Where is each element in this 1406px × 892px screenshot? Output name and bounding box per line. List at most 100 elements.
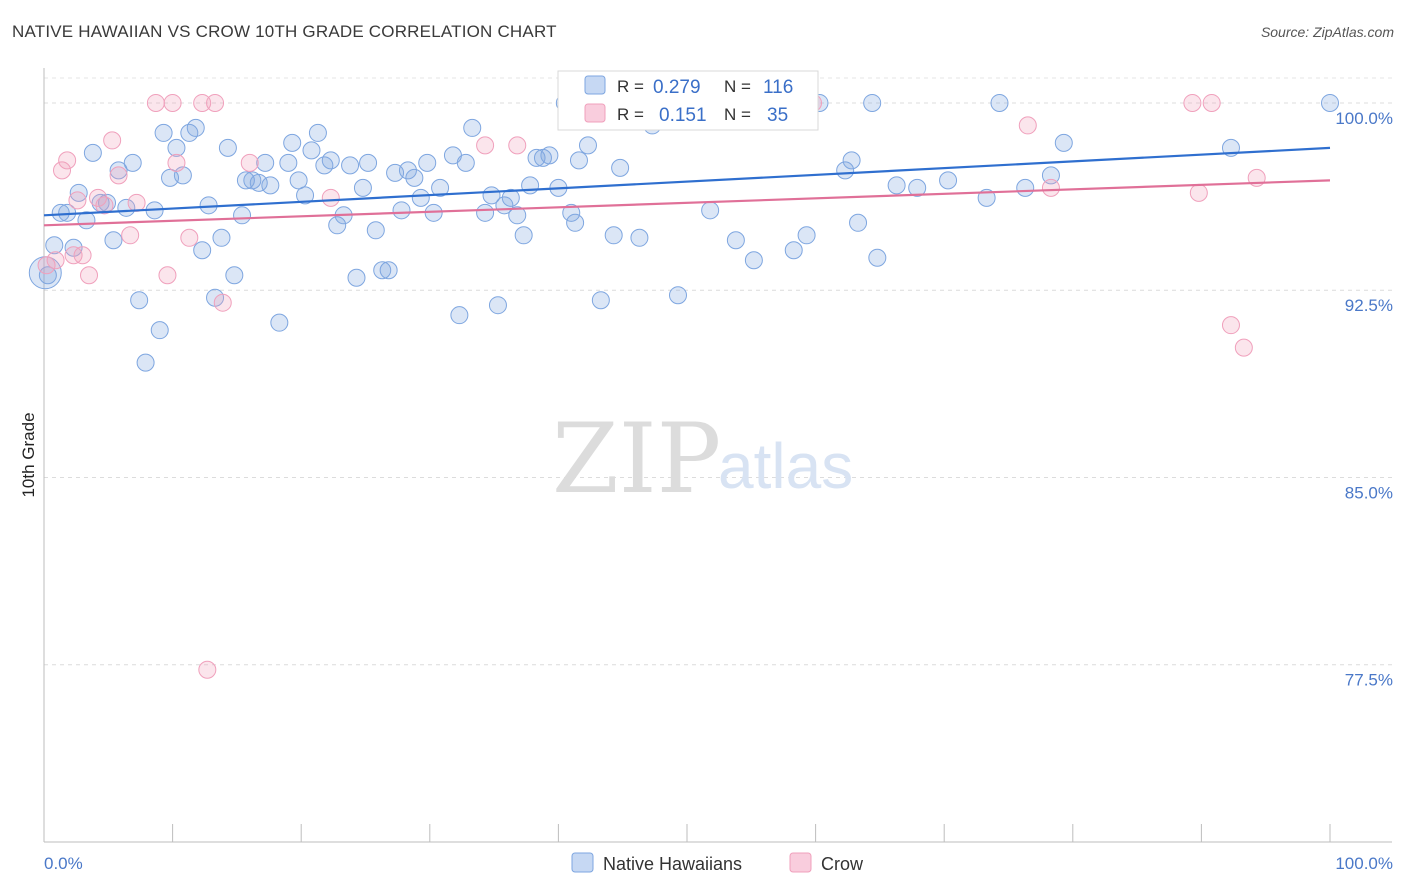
crow-r-value: 0.151 bbox=[659, 105, 707, 126]
crow-point-13 bbox=[127, 193, 146, 212]
y-tick-label-3: 77.5% bbox=[1345, 671, 1393, 690]
native-point-41 bbox=[302, 141, 321, 160]
native-n-value: 116 bbox=[763, 77, 793, 98]
native-point-65 bbox=[463, 118, 482, 137]
x-tick-label-0: 0.0% bbox=[44, 854, 83, 873]
native-point-84 bbox=[604, 226, 623, 245]
crow-point-4 bbox=[64, 246, 83, 265]
crow-point-5 bbox=[68, 191, 87, 210]
native-hawaiians-points bbox=[28, 93, 1339, 372]
native-point-98 bbox=[797, 226, 816, 245]
crow-point-37 bbox=[206, 93, 225, 112]
native-point-76 bbox=[540, 146, 559, 165]
native-point-44 bbox=[321, 151, 340, 170]
native-point-106 bbox=[908, 178, 927, 197]
watermark-zip: ZIP bbox=[552, 403, 721, 515]
native-point-91 bbox=[701, 201, 720, 220]
native-point-83 bbox=[591, 291, 610, 310]
native-n-label: N = bbox=[724, 77, 751, 96]
y-axis-label: 10th Grade bbox=[19, 412, 38, 497]
native-point-29 bbox=[225, 266, 244, 285]
crow-point-32 bbox=[1202, 93, 1221, 112]
stats-legend: R = 0.279 N = 116 R = 0.151 N = 35 bbox=[557, 70, 819, 131]
x-tick-label-1: 100.0% bbox=[1335, 854, 1393, 873]
native-point-11 bbox=[109, 161, 128, 180]
native-point-81 bbox=[569, 151, 588, 170]
native-point-37 bbox=[279, 153, 298, 172]
y-tick-label-0: 100.0% bbox=[1335, 109, 1393, 128]
native-point-45 bbox=[328, 216, 347, 235]
crow-points bbox=[37, 93, 1266, 679]
bottom-legend: Native Hawaiians Crow bbox=[571, 852, 864, 874]
native-swatch bbox=[584, 75, 606, 95]
trend-lines bbox=[43, 146, 1331, 227]
native-point-59 bbox=[418, 153, 437, 172]
crow-point-15 bbox=[158, 266, 177, 285]
crow-point-6 bbox=[73, 246, 92, 265]
crow-point-1 bbox=[46, 251, 65, 270]
native-point-2 bbox=[51, 203, 70, 222]
native-r-label: R = bbox=[617, 77, 644, 96]
crow-point-0 bbox=[37, 256, 56, 275]
crow-point-14 bbox=[146, 93, 165, 112]
crow-point-18 bbox=[180, 228, 199, 247]
native-point-33 bbox=[249, 173, 268, 192]
crow-point-19 bbox=[193, 93, 212, 112]
native-point-5 bbox=[69, 183, 88, 202]
native-point-20 bbox=[167, 138, 186, 157]
native-point-35 bbox=[261, 176, 280, 195]
native-point-13 bbox=[123, 153, 142, 172]
native-point-50 bbox=[359, 153, 378, 172]
native-r-value: 0.279 bbox=[653, 77, 701, 98]
crow-point-8 bbox=[89, 188, 108, 207]
legend-crow-swatch bbox=[789, 852, 812, 873]
native-point-105 bbox=[887, 176, 906, 195]
y-tick-label-2: 85.0% bbox=[1345, 483, 1393, 502]
native-point-109 bbox=[990, 93, 1009, 112]
native-point-102 bbox=[849, 213, 868, 232]
native-point-36 bbox=[270, 313, 289, 332]
crow-r-label: R = bbox=[617, 105, 644, 124]
native-point-97 bbox=[784, 241, 803, 260]
crow-point-12 bbox=[121, 226, 140, 245]
crow-point-10 bbox=[103, 131, 122, 150]
native-point-61 bbox=[431, 178, 450, 197]
crow-point-7 bbox=[80, 266, 99, 285]
native-point-51 bbox=[366, 221, 385, 240]
chart-title: NATIVE HAWAIIAN VS CROW 10TH GRADE CORRE… bbox=[12, 22, 557, 41]
native-point-79 bbox=[562, 203, 581, 222]
native-point-40 bbox=[296, 186, 315, 205]
native-point-28 bbox=[218, 138, 237, 157]
native-point-10 bbox=[104, 231, 123, 250]
native-point-48 bbox=[347, 268, 366, 287]
native-point-53 bbox=[379, 261, 398, 280]
crow-point-16 bbox=[163, 93, 182, 112]
native-point-55 bbox=[392, 201, 411, 220]
crow-point-21 bbox=[240, 153, 259, 172]
crow-point-23 bbox=[476, 136, 495, 155]
axes bbox=[43, 68, 1392, 843]
native-point-85 bbox=[611, 158, 630, 177]
native-point-93 bbox=[726, 231, 745, 250]
native-point-64 bbox=[456, 153, 475, 172]
native-point-72 bbox=[514, 226, 533, 245]
native-point-66 bbox=[476, 203, 495, 222]
native-point-63 bbox=[450, 306, 469, 325]
crow-point-22 bbox=[321, 188, 340, 207]
native-point-17 bbox=[150, 321, 169, 340]
crow-point-24 bbox=[508, 136, 527, 155]
native-point-80 bbox=[566, 213, 585, 232]
watermark-atlas: atlas bbox=[718, 430, 853, 502]
native-point-71 bbox=[508, 206, 527, 225]
crow-trend-line bbox=[43, 179, 1331, 227]
native-point-34 bbox=[256, 153, 275, 172]
native-point-24 bbox=[193, 241, 212, 260]
native-point-107 bbox=[939, 171, 958, 190]
native-trend-line bbox=[43, 146, 1331, 217]
native-point-114 bbox=[1321, 93, 1339, 112]
crow-point-20 bbox=[213, 293, 232, 312]
native-point-112 bbox=[1054, 133, 1073, 152]
crow-point-11 bbox=[109, 166, 128, 185]
x-tick-labels: 0.0% 100.0% bbox=[44, 854, 1393, 873]
